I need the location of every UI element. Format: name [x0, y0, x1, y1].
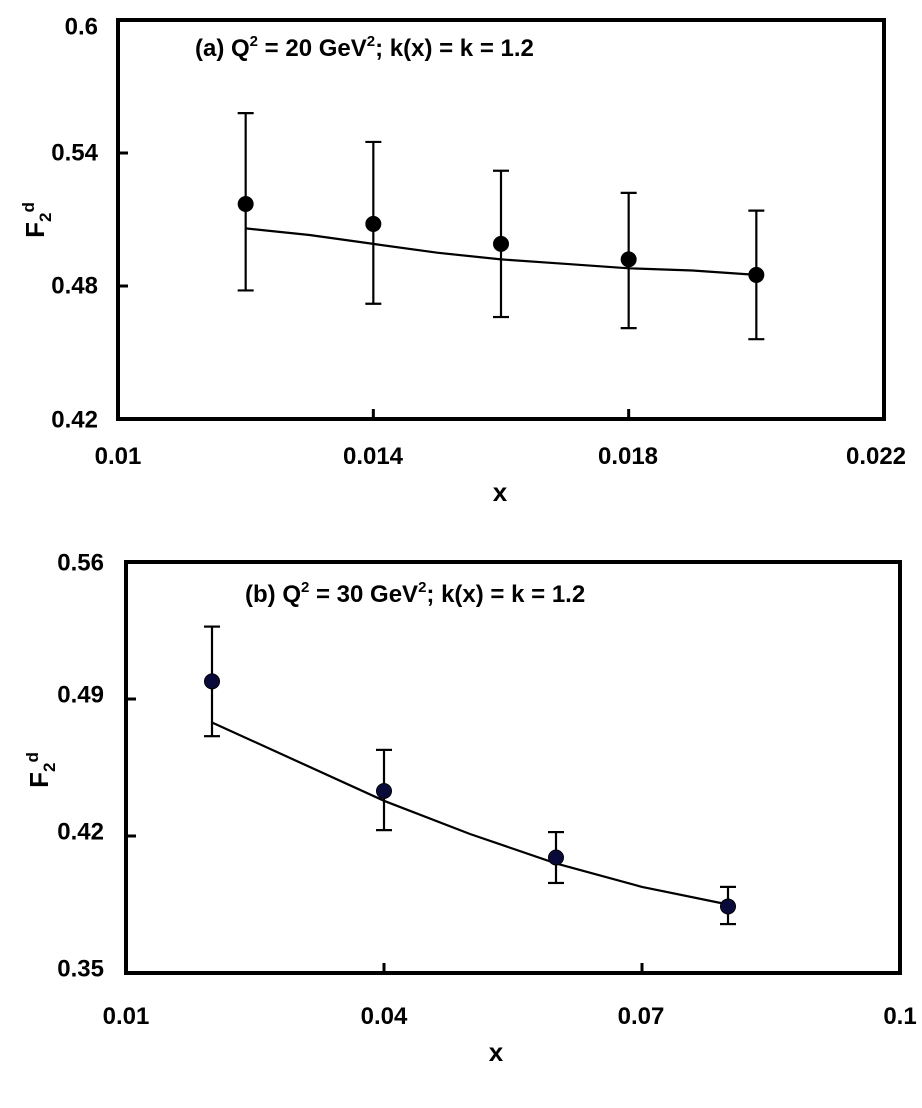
x-axis-title: x — [489, 1037, 504, 1067]
data-point — [204, 673, 220, 690]
y-axis-title: F2d — [23, 752, 59, 788]
model-curve — [211, 721, 729, 906]
chart-panel-b: (b) Q2 = 30 GeV2; k(x) = k = 1.2 0.56 0.… — [23, 549, 917, 1067]
x-tick-label: 0.01 — [103, 1003, 150, 1030]
chart-annotation: (b) Q2 = 30 GeV2; k(x) = k = 1.2 — [245, 579, 585, 608]
chart-panel-a: (a) Q2 = 20 GeV2; k(x) = k = 1.2 0.6 0.5… — [19, 13, 906, 507]
y-tick-label: 0.42 — [51, 406, 98, 433]
y-tick-label: 0.42 — [57, 818, 104, 845]
data-point — [548, 849, 564, 866]
x-tick-label: 0.04 — [361, 1003, 408, 1030]
x-tick-label: 0.018 — [598, 443, 658, 470]
x-axis-title: x — [493, 477, 508, 507]
y-tick-label: 0.48 — [51, 272, 98, 299]
y-tick-label: 0.35 — [57, 955, 104, 982]
y-tick-label: 0.54 — [51, 139, 98, 166]
y-tick-label: 0.49 — [57, 681, 104, 708]
data-point — [493, 235, 509, 252]
y-tick-label: 0.56 — [57, 549, 104, 576]
y-axis-title: F2d — [19, 202, 55, 238]
data-point — [620, 251, 637, 268]
x-tick-label: 0.01 — [95, 443, 142, 470]
chart-annotation: (a) Q2 = 20 GeV2; k(x) = k = 1.2 — [195, 33, 534, 62]
data-point — [365, 215, 382, 232]
plot-frame — [116, 18, 886, 421]
x-tick-label: 0.1 — [883, 1003, 916, 1030]
x-tick-label: 0.022 — [846, 443, 906, 470]
data-point — [376, 782, 392, 799]
data-point — [237, 195, 254, 212]
plot-frame — [124, 560, 902, 975]
data-point — [748, 266, 765, 283]
x-tick-label: 0.07 — [618, 1003, 665, 1030]
data-point — [720, 898, 736, 915]
y-tick-label: 0.6 — [65, 13, 98, 40]
x-tick-label: 0.014 — [343, 443, 404, 470]
